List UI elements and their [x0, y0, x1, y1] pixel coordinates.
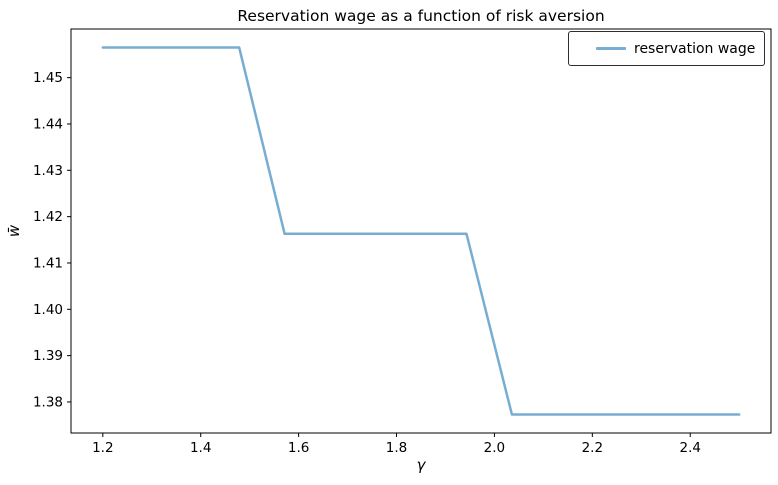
x-tick-label: 1.2: [92, 440, 113, 456]
y-tick-label: 1.43: [33, 163, 63, 179]
legend-line-swatch: [596, 47, 626, 50]
y-tick-label: 1.44: [33, 116, 63, 132]
y-axis-label: w̄: [5, 224, 23, 238]
x-tick-label: 2.4: [679, 440, 700, 456]
y-tick-label: 1.45: [33, 70, 63, 86]
x-axis-label: γ: [416, 456, 426, 474]
chart-title: Reservation wage as a function of risk a…: [237, 7, 605, 25]
x-tick-label: 1.8: [386, 440, 407, 456]
y-tick-label: 1.41: [33, 255, 63, 271]
x-tick-label: 2.0: [484, 440, 505, 456]
legend: reservation wage: [568, 31, 765, 66]
y-tick-label: 1.40: [33, 302, 63, 318]
y-tick-label: 1.39: [33, 348, 63, 364]
axes-frame: [70, 28, 772, 434]
y-tick-label: 1.38: [33, 394, 63, 410]
reservation-wage-line: [101, 46, 741, 416]
y-tick-label: 1.42: [33, 209, 63, 225]
x-tick-label: 2.2: [582, 440, 603, 456]
x-tick-label: 1.4: [190, 440, 211, 456]
x-tick-label: 1.6: [288, 440, 309, 456]
legend-label: reservation wage: [634, 40, 756, 57]
